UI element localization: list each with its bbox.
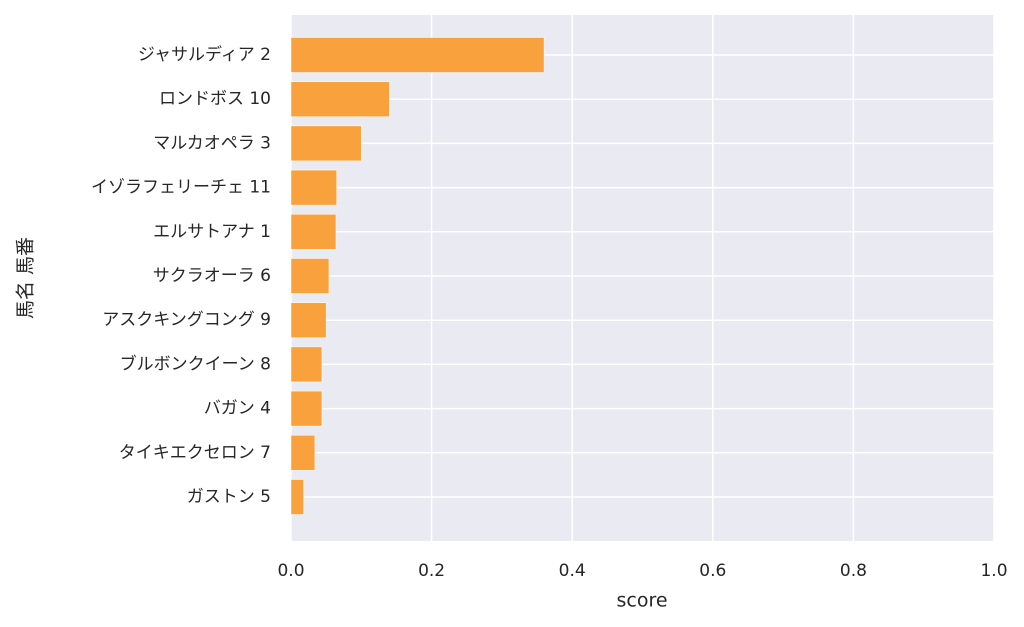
bar — [290, 479, 304, 515]
x-tick-label: 0.4 — [559, 561, 586, 581]
x-axis-label: score — [616, 590, 667, 612]
y-tick-label: ガストン 5 — [187, 487, 271, 507]
y-tick-label: エルサトアナ 1 — [153, 222, 271, 242]
y-tick-label: イゾラフェリーチェ 11 — [91, 178, 271, 198]
bar — [290, 214, 337, 250]
x-tick-label: 0.2 — [418, 561, 445, 581]
bar — [290, 125, 362, 162]
y-tick-label: サクラオーラ 6 — [153, 266, 271, 286]
plot-area — [291, 15, 994, 541]
y-tick-label: アスクキングコング 9 — [102, 310, 271, 330]
y-tick-label: タイキエクセロン 7 — [119, 443, 271, 463]
y-tick-label: ジャサルディア 2 — [138, 44, 271, 65]
x-tick-label: 0.8 — [840, 561, 867, 581]
bar — [290, 37, 545, 73]
bar — [290, 81, 390, 117]
x-tick-label: 0.6 — [699, 561, 726, 581]
bar — [290, 302, 327, 338]
bar — [290, 258, 330, 294]
y-tick-label: ブルボンクイーン 8 — [120, 353, 271, 374]
bar — [290, 169, 337, 206]
bar — [290, 435, 316, 471]
bar — [290, 390, 323, 427]
y-axis-label: 馬名 馬番 — [15, 237, 37, 319]
x-tick-label: 1.0 — [980, 561, 1007, 581]
y-tick-label: マルカオペラ 3 — [153, 133, 271, 153]
y-tick-label: バガン 4 — [204, 399, 271, 419]
bar — [290, 346, 323, 383]
x-tick-label: 0.0 — [277, 561, 304, 581]
y-tick-label: ロンドボス 10 — [159, 89, 271, 109]
